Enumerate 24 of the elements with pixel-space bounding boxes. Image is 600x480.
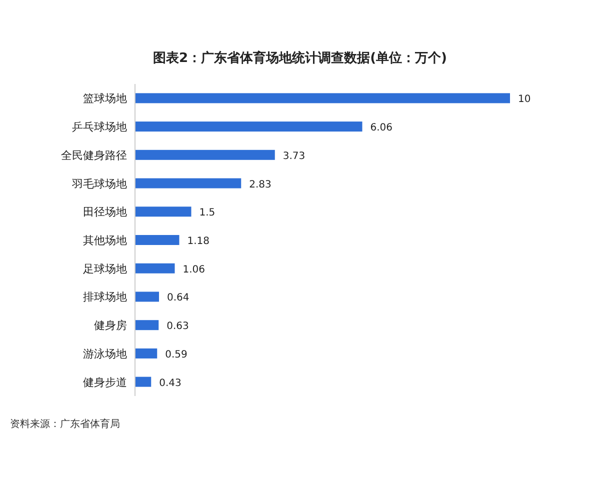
category-label: 排球场地: [83, 290, 127, 304]
data-label: 0.59: [165, 349, 188, 360]
data-label: 1.18: [187, 236, 210, 247]
data-label: 0.43: [159, 378, 182, 389]
category-label: 其他场地: [83, 234, 127, 247]
data-label: 0.63: [166, 321, 189, 332]
data-label: 6.06: [370, 122, 393, 134]
category-label: 乒乓球场地: [72, 120, 127, 134]
category-label: 田径场地: [83, 206, 127, 219]
title: 图表2：广东省体育场地统计调查数据(单位：万个): [153, 51, 447, 66]
annotation: 资料来源：广东省体育局: [10, 419, 120, 430]
data-label: 10: [518, 94, 531, 106]
category-label: 健身步道: [83, 376, 127, 389]
data-label: 1.5: [199, 208, 216, 219]
data-label: 0.64: [167, 292, 190, 304]
category-label: 羽毛球场地: [72, 177, 127, 190]
data-label: 2.83: [249, 179, 272, 190]
category-label: 健身房: [94, 319, 127, 332]
category-label: 篮球场地: [83, 92, 127, 106]
category-label: 足球场地: [83, 262, 127, 276]
category-label: 全民健身路径: [61, 148, 127, 162]
category-label: 游泳场地: [83, 347, 127, 360]
data-label: 3.73: [282, 150, 306, 162]
data-label: 1.06: [182, 264, 206, 276]
